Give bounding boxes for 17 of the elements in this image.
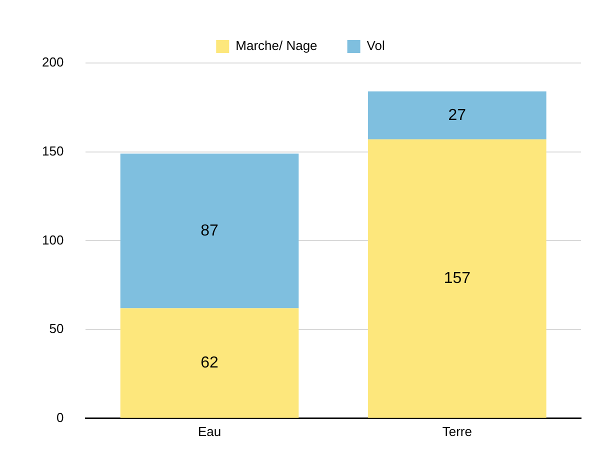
- bar: [120, 154, 299, 308]
- legend-label: Vol: [366, 38, 385, 54]
- x-tick-label: Terre: [442, 424, 472, 439]
- bar: [368, 139, 546, 418]
- data-label: 62: [200, 354, 219, 372]
- y-tick-label: 150: [42, 143, 64, 158]
- y-tick-label: 100: [42, 232, 64, 248]
- y-tick-label: 200: [42, 54, 64, 70]
- bar: [368, 91, 546, 140]
- y-tick-label: 0: [56, 410, 64, 425]
- y-tick-label: 50: [49, 321, 64, 336]
- data-label: 157: [444, 270, 471, 288]
- data-label: 87: [200, 222, 219, 240]
- legend-label: Marche/ Nage: [236, 38, 318, 54]
- data-label: 27: [448, 106, 466, 124]
- bar: [120, 308, 299, 418]
- x-tick-label: Eau: [198, 424, 222, 439]
